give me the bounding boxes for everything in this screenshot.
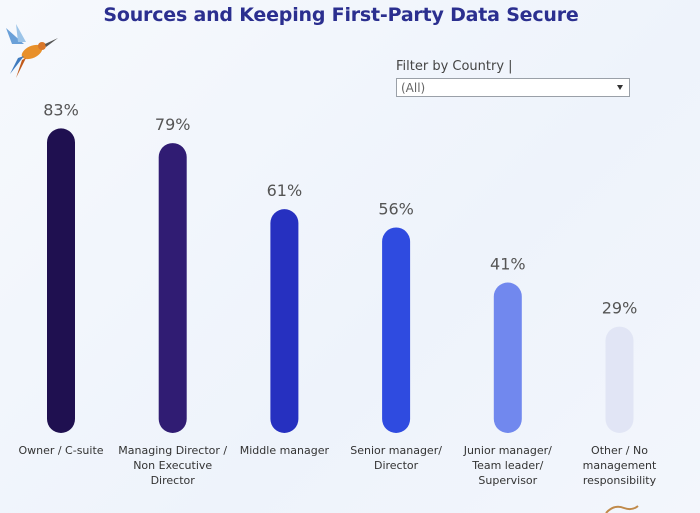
bar-6[interactable]	[605, 326, 634, 433]
category-label: Owner / C-suite	[18, 444, 104, 457]
bar-value-label: 83%	[43, 100, 79, 119]
bar-4[interactable]	[382, 227, 411, 433]
page-title: Sources and Keeping First-Party Data Sec…	[103, 4, 579, 26]
partial-logo-icon	[605, 505, 639, 513]
category-label: Managing Director / Non Executive Direct…	[118, 444, 228, 487]
bar-3[interactable]	[270, 209, 299, 433]
bar-5[interactable]	[493, 282, 522, 433]
category-label: Middle manager	[239, 444, 330, 457]
bar-value-label: 29%	[602, 299, 638, 318]
category-label: Junior manager/ Team leader/ Supervisor	[463, 444, 552, 487]
filter-selected-value: (All)	[401, 81, 426, 95]
bar-1[interactable]	[47, 128, 75, 433]
bar-value-label: 79%	[155, 115, 191, 134]
bar-value-label: 41%	[490, 255, 526, 274]
category-label: Other / No management responsibility	[582, 444, 657, 487]
country-filter-dropdown[interactable]: (All)	[396, 78, 630, 97]
hummingbird-logo-icon	[6, 24, 58, 78]
bar-value-label: 61%	[267, 181, 303, 200]
filter-label: Filter by Country |	[396, 59, 513, 74]
chevron-down-icon	[617, 85, 623, 90]
category-label: Senior manager/ Director	[350, 444, 442, 472]
bar-2[interactable]	[158, 143, 187, 433]
bar-value-label: 56%	[378, 199, 414, 218]
